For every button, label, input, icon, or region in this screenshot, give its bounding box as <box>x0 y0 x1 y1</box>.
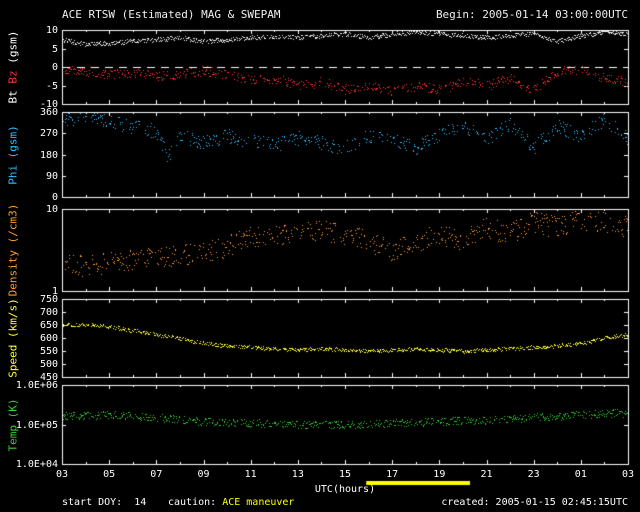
created-timestamp: created: 2005-01-15 02:45:15UTC <box>441 497 628 508</box>
plot-title: ACE RTSW (Estimated) MAG & SWEPAM <box>62 8 281 21</box>
caution-note: caution: ACE maneuver <box>168 497 294 508</box>
start-doy-label: start DOY: 14 <box>62 497 147 508</box>
x-axis-label: UTC(hours) <box>314 484 376 495</box>
caution-value: ACE maneuver <box>222 497 295 508</box>
caution-label: caution: <box>168 497 217 508</box>
begin-timestamp: Begin: 2005-01-14 03:00:00UTC <box>435 8 628 21</box>
